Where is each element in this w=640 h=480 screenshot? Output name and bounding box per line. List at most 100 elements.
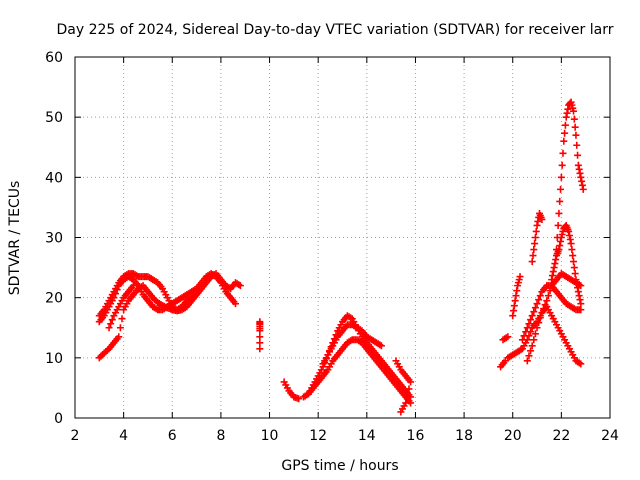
data-point <box>531 240 539 248</box>
x-tick-label: 2 <box>71 428 80 444</box>
data-point <box>118 315 126 323</box>
data-point <box>553 234 561 241</box>
data-point <box>107 320 115 328</box>
data-point <box>531 330 539 338</box>
x-tick-label: 6 <box>168 428 177 444</box>
data-point <box>578 181 586 189</box>
data-point <box>565 227 573 235</box>
y-tick-label: 50 <box>45 110 63 126</box>
series-track-g <box>280 378 303 403</box>
data-point <box>553 246 560 254</box>
data-point <box>523 324 531 332</box>
x-tick-label: 24 <box>601 428 619 444</box>
data-point <box>536 314 544 322</box>
y-tick-label: 10 <box>45 351 63 367</box>
data-point <box>573 280 581 288</box>
data-point <box>256 333 264 341</box>
data-point <box>549 268 557 276</box>
data-point <box>531 234 539 241</box>
data-point <box>577 360 585 368</box>
data-point <box>574 284 582 292</box>
data-point <box>561 129 569 137</box>
grid-layer <box>75 57 610 418</box>
data-point <box>573 141 581 149</box>
x-tick-label: 16 <box>407 428 425 444</box>
data-point <box>534 217 542 225</box>
series-track-s <box>548 221 585 308</box>
data-point <box>558 161 566 169</box>
data-point <box>575 292 583 300</box>
data-point <box>256 345 264 353</box>
data-point <box>504 333 512 341</box>
data-point <box>544 292 552 300</box>
data-point <box>570 107 578 115</box>
data-point <box>528 342 536 350</box>
data-point <box>528 258 536 266</box>
data-point <box>577 173 585 181</box>
data-point <box>405 385 413 393</box>
data-point <box>552 256 560 264</box>
data-point <box>403 392 411 400</box>
data-point <box>528 312 536 320</box>
data-point <box>572 276 580 284</box>
data-point <box>555 209 563 217</box>
data-point <box>566 236 574 244</box>
series-track-j <box>319 321 385 368</box>
x-tick-label: 4 <box>119 428 128 444</box>
data-point <box>407 378 415 386</box>
data-point <box>129 282 137 290</box>
data-point <box>510 307 518 315</box>
data-point <box>546 287 554 295</box>
series-track-m <box>499 333 512 344</box>
data-point <box>108 316 116 324</box>
data-point <box>568 246 576 254</box>
data-point <box>560 137 568 145</box>
data-point <box>576 296 584 304</box>
y-tick-label: 0 <box>54 411 63 427</box>
data-point <box>529 252 537 260</box>
data-point <box>574 288 582 296</box>
data-point <box>551 260 559 268</box>
x-tick-label: 20 <box>504 428 522 444</box>
data-point <box>571 270 579 278</box>
series-track-r <box>528 209 546 266</box>
data-point <box>116 324 124 332</box>
data-point <box>527 316 535 324</box>
data-point <box>532 227 540 235</box>
data-point <box>509 312 517 320</box>
data-point <box>561 121 569 129</box>
series-track-o <box>509 273 524 320</box>
data-point <box>533 221 541 229</box>
x-tick-label: 18 <box>455 428 473 444</box>
data-point <box>574 151 582 159</box>
data-point <box>571 123 579 131</box>
data-point <box>556 197 564 205</box>
data-point <box>541 301 549 309</box>
data-point <box>525 320 533 328</box>
data-point <box>565 231 573 239</box>
data-point <box>256 339 264 347</box>
y-tick-label: 40 <box>45 170 63 186</box>
y-tick-label: 20 <box>45 291 63 307</box>
data-point <box>530 336 538 344</box>
data-point <box>256 318 264 326</box>
series-track-c <box>95 282 201 362</box>
data-point <box>527 347 535 355</box>
data-point <box>574 161 582 169</box>
data-point <box>554 221 562 229</box>
data-point <box>576 169 584 177</box>
x-tick-label: 8 <box>216 428 225 444</box>
data-point <box>563 109 571 117</box>
data-point <box>579 185 587 193</box>
data-point <box>530 308 538 316</box>
data-point <box>520 332 528 340</box>
data-point <box>518 336 526 344</box>
data-point <box>572 131 580 139</box>
data-point <box>578 177 586 185</box>
data-point <box>538 215 546 223</box>
series-track-f <box>256 318 264 353</box>
data-point <box>236 282 244 290</box>
data-point <box>511 297 519 305</box>
data-point <box>548 272 556 280</box>
